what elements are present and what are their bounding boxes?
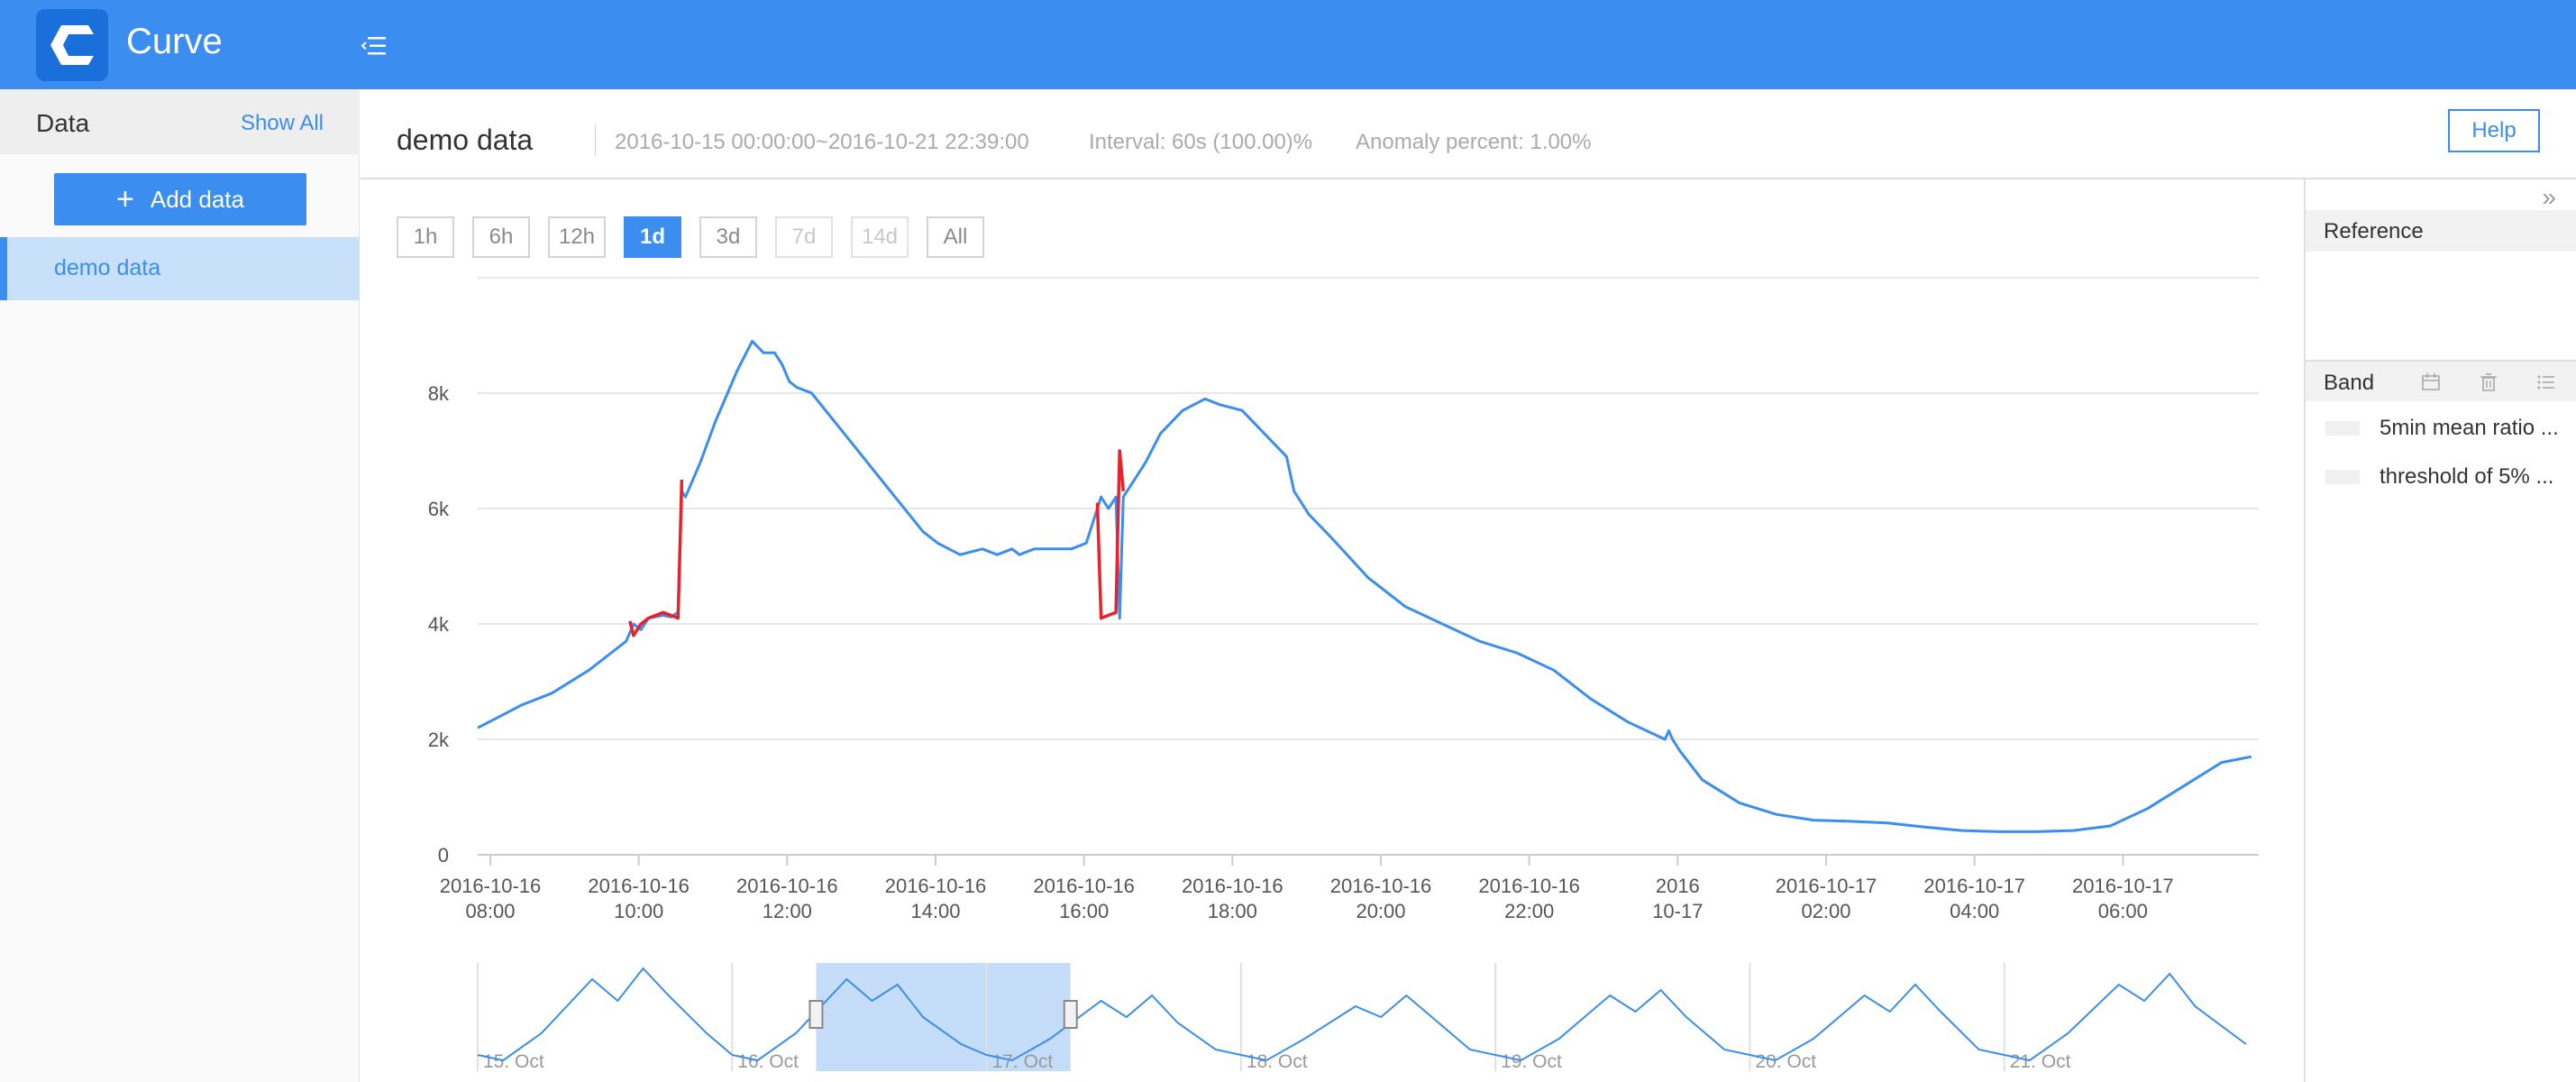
navigator-tick-label: 21. Oct bbox=[2010, 1051, 2071, 1072]
x-tick-label: 04:00 bbox=[1950, 900, 1999, 922]
navigator-chart[interactable]: 15. Oct 16. Oct 17. Oct 18. Oct 19. Oct 20. O… bbox=[361, 956, 2298, 1082]
navigator-tick-label: 18. Oct bbox=[1247, 1051, 1308, 1072]
range-button-all[interactable]: All bbox=[927, 216, 984, 258]
x-tick-label: 2016-10-16 bbox=[440, 875, 542, 897]
navigator-selection[interactable] bbox=[816, 963, 1071, 1071]
x-tick-label: 2016-10-16 bbox=[1330, 875, 1432, 897]
interval-text: Interval: 60s (100.00)% bbox=[1089, 130, 1313, 154]
x-tick-label: 2016-10-17 bbox=[1776, 875, 1877, 897]
header-divider bbox=[595, 125, 596, 156]
app-title: Curve bbox=[126, 22, 223, 61]
x-tick-label: 2016-10-16 bbox=[1033, 875, 1135, 897]
plus-icon: + bbox=[116, 182, 134, 216]
band-color-swatch bbox=[2325, 470, 2360, 484]
range-button-1d[interactable]: 1d bbox=[624, 216, 681, 258]
x-tick-label: 2016 bbox=[1656, 875, 1700, 897]
navigator-tick-label: 17. Oct bbox=[992, 1051, 1054, 1072]
curve-logo-icon bbox=[36, 9, 108, 81]
band-name: threshold of 5% ... bbox=[2380, 464, 2554, 489]
x-tick-label: 2016-10-16 bbox=[1182, 875, 1283, 897]
x-tick-label: 10:00 bbox=[614, 900, 663, 922]
main-line-chart[interactable]: 0 2k 4k 6k 8k 2016-10-16 08:00 2016-10-16 10:00 2… bbox=[361, 270, 2298, 938]
data-series-line[interactable] bbox=[477, 339, 2252, 833]
x-tick-label: 2016-10-16 bbox=[1478, 875, 1580, 897]
range-button-12h[interactable]: 12h bbox=[548, 216, 606, 258]
add-data-label: Add data bbox=[150, 185, 244, 213]
reference-header: Reference bbox=[2306, 210, 2576, 252]
sidebar-title: Data bbox=[36, 109, 90, 137]
range-button-7d[interactable]: 7d bbox=[775, 216, 833, 258]
sidebar-item-label: demo data bbox=[54, 255, 161, 280]
y-tick-label: 8k bbox=[428, 382, 450, 405]
show-all-link[interactable]: Show All bbox=[240, 111, 324, 135]
band-item[interactable]: 5min mean ratio ... bbox=[2306, 410, 2576, 446]
trash-icon[interactable] bbox=[2477, 371, 2500, 394]
y-tick-label: 0 bbox=[438, 844, 449, 867]
anomaly-segment-line[interactable] bbox=[628, 479, 684, 637]
x-tick-label: 16:00 bbox=[1059, 900, 1109, 922]
list-icon[interactable] bbox=[2535, 371, 2558, 394]
navigator-series-line bbox=[477, 967, 2247, 1062]
x-tick-label: 2016-10-17 bbox=[2072, 875, 2174, 897]
x-tick-label: 20:00 bbox=[1356, 900, 1405, 922]
x-tick-label: 08:00 bbox=[465, 900, 515, 922]
menu-toggle-icon[interactable] bbox=[359, 31, 389, 61]
calendar-icon[interactable] bbox=[2419, 371, 2443, 394]
band-header: Band bbox=[2306, 360, 2576, 401]
reference-band-panel: » Reference Band 5min mean ratio ... th bbox=[2304, 179, 2576, 1082]
dataset-title: demo data bbox=[397, 124, 534, 156]
time-range-text: 2016-10-15 00:00:00~2016-10-21 22:39:00 bbox=[615, 130, 1029, 154]
x-tick-label: 02:00 bbox=[1801, 900, 1850, 922]
sidebar-header: Data Show All bbox=[0, 89, 360, 154]
x-tick-label: 2016-10-16 bbox=[885, 875, 987, 897]
reference-title: Reference bbox=[2324, 219, 2424, 243]
y-tick-label: 4k bbox=[428, 613, 450, 636]
navigator-left-handle[interactable] bbox=[808, 1000, 824, 1029]
data-sidebar: Data Show All + Add data demo data bbox=[0, 89, 360, 1082]
band-title: Band bbox=[2324, 371, 2375, 395]
dataset-header: demo data 2016-10-15 00:00:00~2016-10-21… bbox=[361, 89, 2576, 179]
x-tick-label: 06:00 bbox=[2098, 900, 2148, 922]
collapse-panel-icon[interactable]: » bbox=[2542, 183, 2556, 211]
range-button-1h[interactable]: 1h bbox=[397, 216, 454, 258]
x-tick-label: 18:00 bbox=[1208, 900, 1257, 922]
x-tick-label: 12:00 bbox=[763, 900, 812, 922]
band-item[interactable]: threshold of 5% ... bbox=[2306, 459, 2576, 495]
anomaly-segment-line[interactable] bbox=[1095, 449, 1126, 620]
x-tick-label: 2016-10-16 bbox=[736, 875, 838, 897]
anomaly-percent-text: Anomaly percent: 1.00% bbox=[1356, 130, 1592, 154]
y-tick-label: 6k bbox=[428, 498, 450, 520]
range-button-14d[interactable]: 14d bbox=[851, 216, 909, 258]
range-button-6h[interactable]: 6h bbox=[472, 216, 530, 258]
help-button[interactable]: Help bbox=[2448, 109, 2540, 152]
x-tick-label: 2016-10-16 bbox=[588, 875, 690, 897]
x-tick-label: 22:00 bbox=[1504, 900, 1554, 922]
navigator-tick-label: 15. Oct bbox=[483, 1051, 544, 1072]
navigator-right-handle[interactable] bbox=[1063, 1000, 1078, 1029]
navigator-tick-label: 20. Oct bbox=[1755, 1051, 1816, 1072]
x-tick-label: 2016-10-17 bbox=[1923, 875, 2025, 897]
sidebar-item-demo-data[interactable]: demo data bbox=[0, 237, 360, 300]
add-data-button[interactable]: + Add data bbox=[54, 173, 306, 225]
y-tick-label: 2k bbox=[428, 729, 450, 751]
x-tick-label: 14:00 bbox=[910, 900, 960, 922]
band-name: 5min mean ratio ... bbox=[2380, 416, 2559, 440]
top-navigation-bar: Curve bbox=[0, 0, 2576, 89]
band-color-swatch bbox=[2325, 421, 2360, 436]
navigator-tick-label: 19. Oct bbox=[1501, 1051, 1562, 1072]
navigator-tick-label: 16. Oct bbox=[737, 1051, 799, 1072]
range-button-3d[interactable]: 3d bbox=[699, 216, 757, 258]
x-tick-label: 10-17 bbox=[1652, 900, 1703, 922]
